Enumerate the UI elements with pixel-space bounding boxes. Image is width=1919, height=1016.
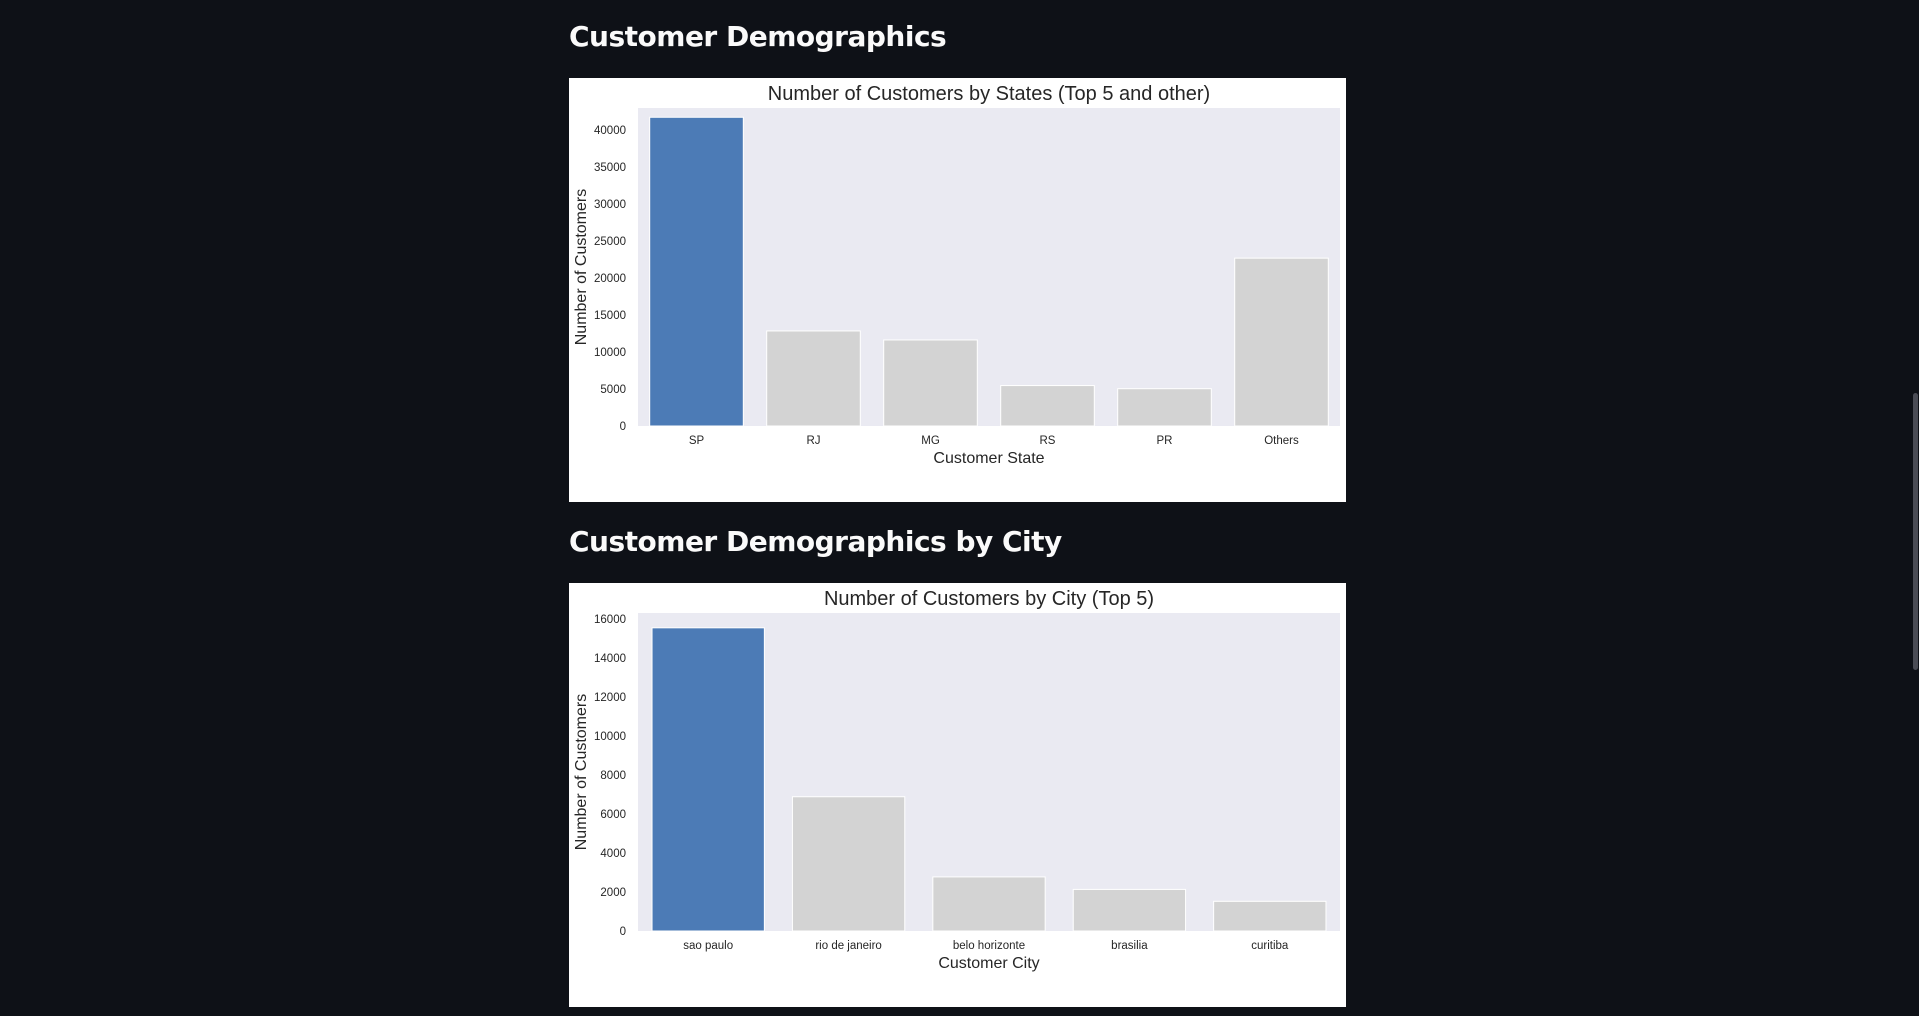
chart-title: Number of Customers by States (Top 5 and…: [768, 83, 1210, 105]
bar-rj: [766, 330, 861, 427]
x-tick-label: RJ: [806, 435, 820, 447]
bar-rio-de-janeiro: [791, 796, 906, 932]
bar-others: [1234, 257, 1329, 427]
x-axis-label: Customer City: [938, 955, 1039, 972]
y-tick-label: 25000: [594, 236, 626, 248]
bar-rs: [1000, 385, 1095, 427]
bar-curitiba: [1213, 900, 1327, 932]
y-tick-label: 40000: [594, 125, 626, 137]
x-axis-label: Customer State: [933, 450, 1044, 467]
y-tick-label: 12000: [594, 692, 626, 704]
y-tick-label: 0: [620, 421, 626, 433]
y-tick-label: 35000: [594, 162, 626, 174]
section-heading-city: Customer Demographics by City: [569, 525, 1062, 558]
plot-area: [638, 108, 1340, 426]
y-tick-label: 2000: [600, 887, 626, 899]
y-tick-label: 10000: [594, 731, 626, 743]
chart-title: Number of Customers by City (Top 5): [824, 588, 1154, 610]
y-tick-label: 10000: [594, 347, 626, 359]
x-tick-label: RS: [1040, 435, 1056, 447]
section-heading-state: Customer Demographics: [569, 20, 947, 53]
y-tick-label: 30000: [594, 199, 626, 211]
y-tick-label: 4000: [600, 848, 626, 860]
bar-sp: [649, 116, 744, 427]
x-tick-label: PR: [1157, 435, 1173, 447]
x-tick-label: SP: [689, 435, 705, 447]
scrollbar-thumb[interactable]: [1913, 393, 1918, 670]
y-tick-label: 15000: [594, 310, 626, 322]
x-tick-label: belo horizonte: [953, 940, 1025, 952]
x-tick-label: MG: [921, 435, 940, 447]
x-tick-label: Others: [1264, 435, 1299, 447]
y-tick-label: 5000: [600, 384, 626, 396]
bar-mg: [883, 339, 978, 427]
y-tick-label: 8000: [600, 770, 626, 782]
bar-belo-horizonte: [932, 876, 1046, 932]
x-tick-label: rio de janeiro: [815, 940, 881, 952]
y-tick-label: 0: [620, 926, 626, 938]
chart-svg-city: Number of Customers by City (Top 5) 0 2000…: [573, 588, 1340, 972]
chart-customers-by-city: Number of Customers by City (Top 5) 0 2000…: [569, 583, 1346, 1007]
y-axis-label: Number of Customers: [573, 189, 590, 346]
bar-sao-paulo: [651, 627, 765, 932]
x-tick-label: curitiba: [1251, 940, 1289, 952]
chart-svg-state: Number of Customers by States (Top 5 and…: [573, 83, 1340, 467]
x-tick-label: sao paulo: [683, 940, 733, 952]
y-tick-label: 14000: [594, 653, 626, 665]
y-axis-label: Number of Customers: [573, 694, 590, 851]
bar-brasilia: [1072, 888, 1187, 932]
y-tick-label: 16000: [594, 614, 626, 626]
y-tick-label: 6000: [600, 809, 626, 821]
x-tick-label: brasilia: [1111, 940, 1148, 952]
bar-pr: [1117, 388, 1212, 427]
page-scrollbar[interactable]: [1911, 0, 1919, 1016]
chart-customers-by-state: Number of Customers by States (Top 5 and…: [569, 78, 1346, 502]
y-tick-label: 20000: [594, 273, 626, 285]
